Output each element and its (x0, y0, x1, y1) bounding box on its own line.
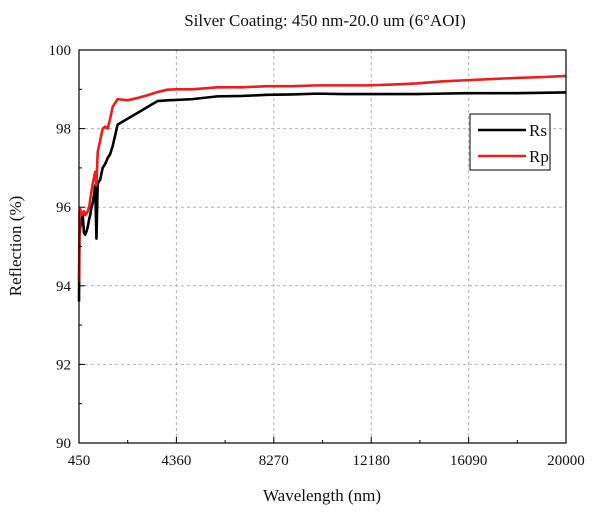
y-tick-label: 92 (56, 357, 71, 373)
series-line-rp (77, 74, 567, 282)
x-tick-label: 20000 (547, 453, 585, 469)
x-tick-label: 4360 (161, 453, 191, 469)
x-tick-label: 12180 (352, 453, 390, 469)
legend-label-rs: Rs (529, 121, 547, 140)
y-tick-label: 98 (56, 122, 71, 138)
y-tick-label: 94 (56, 279, 72, 295)
legend-label-rp: Rp (529, 147, 549, 166)
y-tick-label: 96 (56, 200, 72, 216)
x-tick-label: 8270 (259, 453, 289, 469)
tick-layer: 450 4360 8270 12180 16090 20000 90 92 94 96 98 100 (49, 43, 585, 469)
y-axis-title: Reflection (%) (6, 196, 25, 297)
legend-box (469, 113, 551, 171)
chart-title: Silver Coating: 450 nm-20.0 um (6°AOI) (184, 11, 466, 30)
legend: Rs Rp (469, 113, 551, 171)
x-axis-title: Wavelength (nm) (263, 486, 381, 505)
series-layer (77, 74, 567, 302)
y-tick-label: 100 (49, 43, 72, 59)
y-tick-label: 90 (56, 436, 71, 452)
grid-layer (79, 50, 566, 443)
plot-frame (78, 49, 567, 444)
x-tick-label: 16090 (450, 453, 488, 469)
x-tick-label: 450 (68, 453, 91, 469)
series-line-rs (77, 91, 567, 302)
